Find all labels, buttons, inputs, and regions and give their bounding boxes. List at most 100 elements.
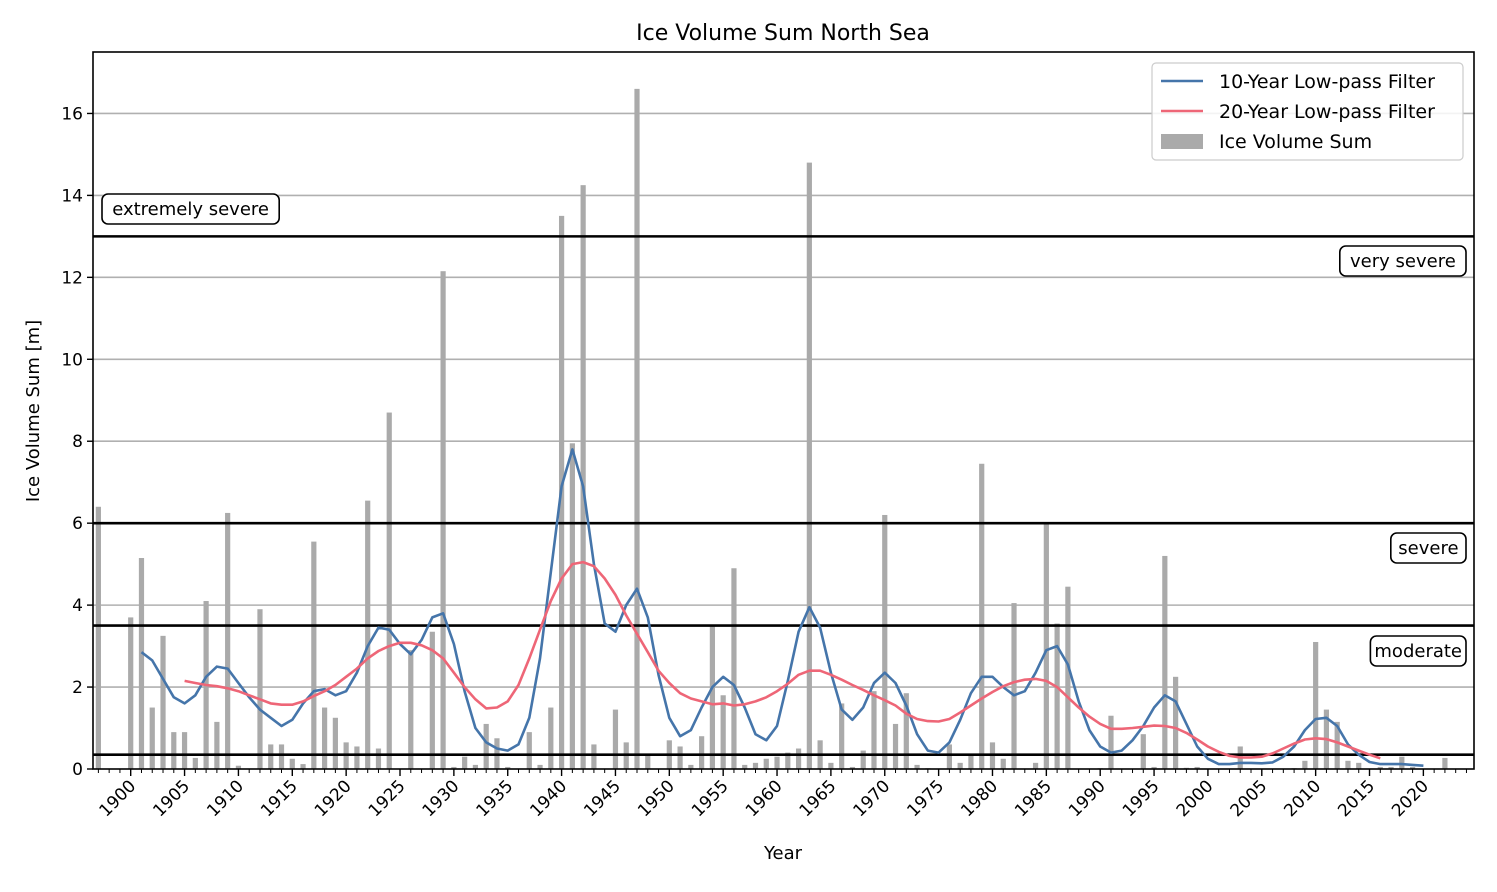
chart-title: Ice Volume Sum North Sea <box>636 21 930 46</box>
bar <box>235 765 242 769</box>
bar <box>365 500 371 769</box>
y-tick-label: 8 <box>72 432 83 452</box>
bar <box>806 162 812 769</box>
y-tick-label: 4 <box>72 596 83 616</box>
bar <box>1345 760 1351 769</box>
x-tick-label: 2000 <box>1173 776 1218 821</box>
bar <box>451 766 457 769</box>
bar <box>677 746 683 769</box>
bar <box>375 748 382 769</box>
bar <box>472 764 479 769</box>
bar <box>386 412 392 769</box>
bar <box>699 736 705 769</box>
bar <box>160 635 166 769</box>
bar <box>688 764 694 769</box>
bar <box>1065 586 1071 769</box>
x-tick-label: 2020 <box>1388 776 1433 821</box>
bar <box>957 762 963 769</box>
bar <box>171 732 177 769</box>
bar <box>1388 766 1394 769</box>
x-tick-label: 1940 <box>526 776 571 821</box>
bar <box>849 766 856 769</box>
threshold-label: severe <box>1398 538 1458 559</box>
bar <box>278 744 285 769</box>
x-tick-label: 1970 <box>850 776 895 821</box>
bar <box>268 744 274 769</box>
x-tick-label: 1915 <box>257 776 302 821</box>
bar <box>795 748 802 769</box>
x-tick-label: 2005 <box>1227 776 1272 821</box>
bar <box>548 707 554 769</box>
bar <box>634 88 640 770</box>
bar <box>1054 623 1060 769</box>
x-tick-label: 1950 <box>634 776 679 821</box>
bar <box>709 625 716 769</box>
x-tick-label: 2015 <box>1334 776 1379 821</box>
bar <box>214 721 220 769</box>
filter-10-year-line <box>140 448 1424 767</box>
bar <box>322 707 328 769</box>
bar <box>742 764 748 769</box>
bar <box>645 754 651 769</box>
legend-box <box>1151 62 1464 161</box>
plot-frame <box>92 51 1475 770</box>
bar <box>1140 734 1146 769</box>
legend: 10-Year Low-pass Filter 20-Year Low-pass … <box>1151 62 1464 161</box>
threshold-label: extremely severe <box>112 199 269 220</box>
bar <box>354 746 360 769</box>
x-tick-label: 1955 <box>688 776 733 821</box>
x-tick-label: 1965 <box>796 776 841 821</box>
bar <box>1032 762 1039 769</box>
bar <box>871 691 877 769</box>
bar <box>138 557 145 769</box>
filter-20-year-line <box>184 560 1381 760</box>
bar <box>1334 721 1340 769</box>
bar <box>720 695 726 769</box>
x-tick-label: 1975 <box>903 776 948 821</box>
bar <box>429 631 435 769</box>
y-tick-label: 2 <box>72 678 83 698</box>
bar <box>462 756 468 769</box>
bar <box>882 514 888 769</box>
bar <box>1011 603 1017 769</box>
y-axis-label: Ice Volume Sum [m] <box>23 320 44 502</box>
legend-swatch-bar <box>1161 134 1203 149</box>
threshold-lines <box>93 235 1474 756</box>
bar <box>580 185 586 769</box>
bar <box>892 723 899 769</box>
bar <box>569 443 575 769</box>
x-tick-label: 1995 <box>1119 776 1164 821</box>
x-tick-label: 1905 <box>149 776 194 821</box>
line-series <box>140 448 1424 767</box>
legend-label: 10-Year Low-pass Filter <box>1219 71 1435 93</box>
bar <box>1377 766 1383 769</box>
x-tick-label: 1985 <box>1011 776 1056 821</box>
x-tick-label: 1935 <box>473 776 518 821</box>
bar <box>612 709 619 769</box>
bar <box>408 650 414 769</box>
bar <box>1356 762 1362 769</box>
threshold-label-box <box>101 193 280 225</box>
bar <box>1442 757 1448 769</box>
bar <box>289 758 295 769</box>
bar <box>828 762 834 769</box>
y-tick-label: 12 <box>61 268 83 288</box>
bar <box>591 744 597 769</box>
bar <box>1000 758 1006 769</box>
bar <box>860 750 866 769</box>
y-tick-label: 14 <box>61 186 83 206</box>
bar-series <box>95 88 1448 770</box>
bar <box>1302 760 1308 769</box>
bar <box>332 717 338 769</box>
bar <box>300 764 306 769</box>
threshold-label: very severe <box>1350 251 1456 272</box>
grid-lines <box>93 112 1474 688</box>
bar <box>192 757 198 769</box>
x-tick-label: 1920 <box>311 776 356 821</box>
x-tick-label: 1925 <box>365 776 410 821</box>
x-tick-label: 1945 <box>580 776 625 821</box>
bar <box>1151 766 1157 769</box>
x-tick-label: 1900 <box>96 776 141 821</box>
